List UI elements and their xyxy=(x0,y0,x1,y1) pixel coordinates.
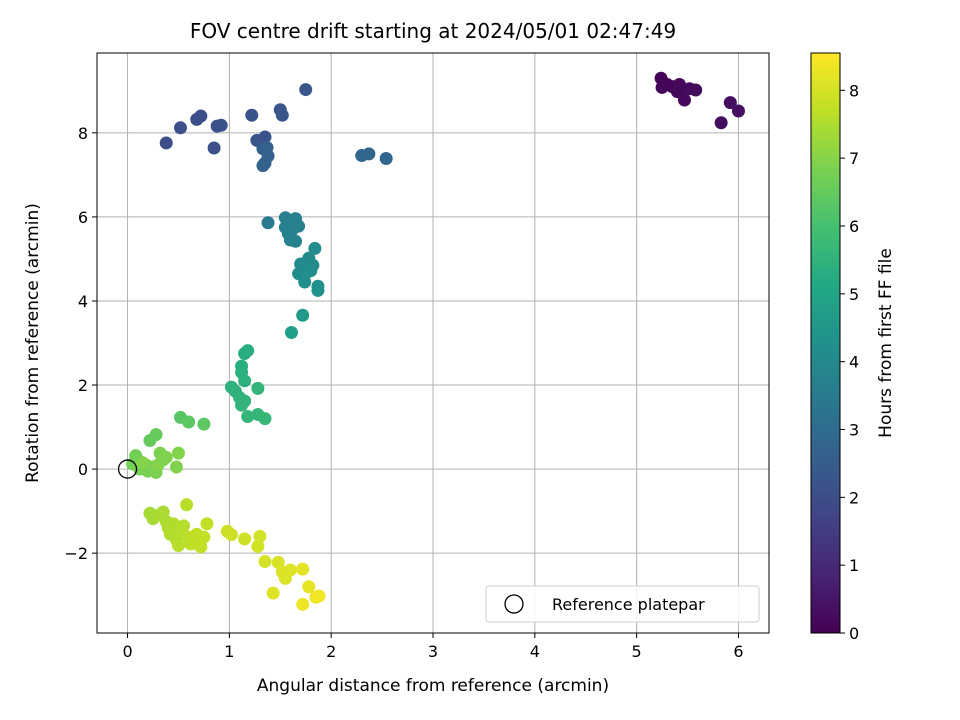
data-point xyxy=(241,410,255,424)
scatter-points xyxy=(126,71,745,611)
colorbar-tick-label: 5 xyxy=(849,285,859,304)
data-point xyxy=(151,458,165,472)
colorbar-tick-label: 4 xyxy=(849,353,859,372)
y-tick-label: 8 xyxy=(78,124,88,143)
data-point xyxy=(251,539,265,553)
data-point xyxy=(689,83,703,97)
data-point xyxy=(292,219,306,233)
x-axis-title: Angular distance from reference (arcmin) xyxy=(257,676,609,696)
y-tick-label: −2 xyxy=(64,544,88,563)
data-point xyxy=(308,241,322,255)
data-point xyxy=(362,147,376,161)
data-point xyxy=(136,456,150,470)
data-point xyxy=(304,264,318,278)
data-point xyxy=(299,83,313,97)
x-tick-label: 3 xyxy=(428,642,438,661)
y-axis-title: Rotation from reference (arcmin) xyxy=(23,203,43,483)
data-point xyxy=(200,517,214,531)
data-point xyxy=(173,121,187,135)
data-point xyxy=(180,498,194,512)
x-tick-label: 1 xyxy=(224,642,234,661)
data-point xyxy=(194,109,208,123)
legend-reference-marker xyxy=(504,594,524,614)
data-point xyxy=(261,216,275,230)
y-axis-ticks: −2 0 2 4 6 8 xyxy=(64,124,97,563)
colorbar-tick-label: 7 xyxy=(849,149,859,168)
data-point xyxy=(289,234,303,248)
data-point xyxy=(207,141,221,155)
data-point xyxy=(266,586,280,600)
legend-box xyxy=(485,585,760,623)
y-tick-label: 2 xyxy=(78,376,88,395)
data-point xyxy=(197,417,211,431)
data-point xyxy=(258,555,272,569)
data-point xyxy=(258,412,272,426)
legend-label: Reference platepar xyxy=(552,595,705,614)
data-point xyxy=(275,108,289,122)
data-point xyxy=(723,96,737,110)
y-tick-label: 4 xyxy=(78,292,88,311)
data-point xyxy=(177,519,191,533)
data-point xyxy=(241,344,255,358)
x-tick-label: 0 xyxy=(122,642,132,661)
data-point xyxy=(169,460,183,474)
data-point xyxy=(296,308,310,322)
reference-platepar-marker xyxy=(117,459,138,479)
data-point xyxy=(235,398,249,412)
colorbar-ticks: 0 1 2 3 4 5 6 7 8 xyxy=(840,81,859,643)
data-point xyxy=(245,108,259,122)
colorbar-tick-label: 3 xyxy=(849,420,859,439)
data-point xyxy=(283,563,297,577)
data-point xyxy=(677,93,691,107)
data-point xyxy=(731,104,745,118)
data-point xyxy=(296,597,310,611)
data-point xyxy=(224,528,238,542)
data-point xyxy=(714,116,728,130)
colorbar-tick-label: 6 xyxy=(849,217,859,236)
x-axis-ticks: 0 1 2 3 4 5 6 xyxy=(122,633,744,661)
data-point xyxy=(159,450,173,464)
data-point xyxy=(251,381,265,395)
data-point xyxy=(258,130,272,144)
x-tick-label: 2 xyxy=(326,642,336,661)
data-point xyxy=(379,151,393,165)
data-point xyxy=(214,118,228,132)
data-point xyxy=(149,428,163,442)
reference-marker-layer xyxy=(117,459,138,479)
colorbar-gradient xyxy=(810,52,841,634)
colorbar-title: Hours from first FF file xyxy=(876,248,896,438)
colorbar-tick-label: 2 xyxy=(849,488,859,507)
y-tick-label: 6 xyxy=(78,208,88,227)
data-point xyxy=(197,530,211,544)
x-tick-label: 5 xyxy=(632,642,642,661)
data-point xyxy=(182,415,196,429)
data-point xyxy=(238,374,252,388)
legend: Reference platepar xyxy=(485,585,760,623)
chart-title: FOV centre drift starting at 2024/05/01 … xyxy=(190,19,676,43)
data-point xyxy=(296,562,310,576)
colorbar: 0 1 2 3 4 5 6 7 8 Hours from first FF file xyxy=(810,52,896,643)
data-point xyxy=(655,80,669,94)
colorbar-tick-label: 0 xyxy=(849,624,859,643)
x-tick-label: 6 xyxy=(733,642,743,661)
data-point xyxy=(302,580,316,594)
y-tick-label: 0 xyxy=(78,460,88,479)
data-point xyxy=(284,325,298,339)
data-point xyxy=(312,589,326,603)
colorbar-tick-label: 8 xyxy=(849,81,859,100)
data-point xyxy=(171,446,185,460)
data-point xyxy=(159,136,173,150)
x-tick-label: 4 xyxy=(530,642,540,661)
data-point xyxy=(238,532,252,546)
data-point xyxy=(253,529,267,543)
data-point xyxy=(171,539,185,553)
colorbar-tick-label: 1 xyxy=(849,556,859,575)
data-point xyxy=(311,283,325,297)
data-point xyxy=(256,159,270,173)
grid-layer xyxy=(97,53,769,633)
data-point xyxy=(298,275,312,289)
